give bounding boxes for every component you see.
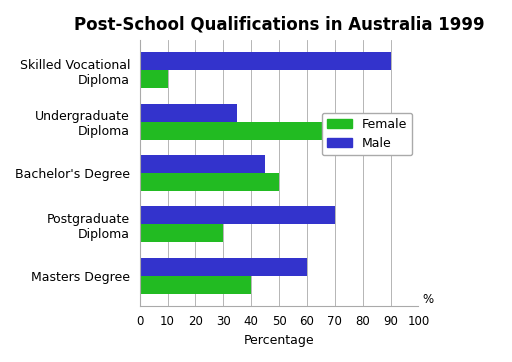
Bar (140, 258, 307, 276)
Bar (140, 52, 391, 70)
X-axis label: Percentage: Percentage (244, 334, 314, 347)
Bar (140, 224, 223, 242)
Legend: Female, Male: Female, Male (322, 113, 412, 155)
Bar (140, 122, 335, 139)
Bar (140, 206, 335, 224)
Bar (140, 276, 251, 294)
Text: %: % (423, 293, 434, 306)
Title: Post-School Qualifications in Australia 1999: Post-School Qualifications in Australia … (74, 15, 484, 33)
Bar (140, 173, 279, 191)
Bar (140, 70, 167, 88)
Bar (140, 104, 237, 122)
Bar (140, 155, 265, 173)
